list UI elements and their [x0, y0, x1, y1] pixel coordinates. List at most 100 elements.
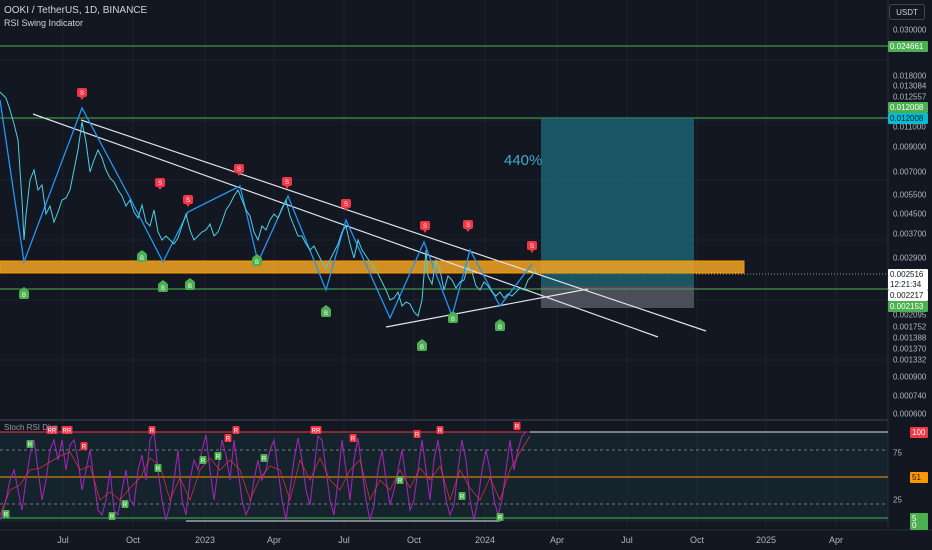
sell-marker [463, 220, 473, 229]
stoch-tag-0: 0 [910, 521, 928, 530]
rsi-divergence-marker [80, 442, 88, 450]
stoch-rsi-title[interactable]: Stoch RSI Divs [4, 423, 58, 432]
rsi-divergence-letter: R [498, 516, 503, 522]
stop-loss-box [541, 286, 694, 308]
stoch-tag-100: 100 [910, 427, 928, 438]
rsi-divergence-marker [413, 430, 421, 438]
price-tag-entry: 0.002217 [888, 290, 928, 301]
y-axis-label: 75 [893, 448, 902, 458]
sell-marker-tip [80, 97, 84, 100]
sell-marker-letter: S [186, 198, 190, 204]
stoch-tag-5: 5 [910, 513, 928, 524]
rsi-divergence-marker [232, 426, 240, 434]
buy-marker-letter: B [451, 317, 455, 323]
sell-marker-tip [186, 204, 190, 207]
x-axis-label: Oct [125, 535, 141, 545]
x-axis-label: Apr [828, 535, 844, 545]
grid [0, 0, 888, 530]
sell-marker [527, 241, 537, 250]
buy-marker-letter: B [420, 345, 424, 351]
sell-marker-letter: S [237, 167, 241, 173]
trendline-support [385, 288, 589, 328]
buy-marker-tip [138, 250, 146, 253]
buy-markers [19, 250, 505, 351]
buy-marker [137, 253, 147, 262]
x-axis-label: Jul [57, 535, 69, 545]
sell-marker-letter: S [158, 181, 162, 187]
rsi-divergence-marker [121, 500, 129, 508]
rsi-divergence-letter: R [460, 495, 465, 501]
x-axis-label: Oct [406, 535, 422, 545]
stoch-k-line [0, 430, 530, 521]
buy-marker-letter: B [22, 293, 26, 299]
buy-marker [321, 308, 331, 317]
price-tag-current: 0.002516 [888, 269, 928, 280]
indicator-title[interactable]: RSI Swing Indicator [4, 18, 84, 28]
rsi-divergence-marker [61, 426, 73, 434]
rsi-divergence-letter: R [28, 443, 33, 449]
y-axis-label: 25 [893, 495, 902, 505]
currency-button[interactable]: USDT [889, 4, 925, 20]
rsi-divergence-letter: R [398, 479, 403, 485]
price-tag-high: 0.024661 [888, 41, 928, 52]
sell-marker-letter: S [80, 91, 84, 97]
buy-marker [185, 281, 195, 290]
rsi-divergence-marker [458, 492, 466, 500]
projection-percent-label: 440% [504, 152, 543, 169]
buy-marker-tip [186, 278, 194, 281]
rsi-divergence-marker [46, 426, 58, 434]
buy-marker-letter: B [161, 286, 165, 292]
profit-projection-box [541, 118, 694, 286]
sell-marker-letter: S [423, 224, 427, 230]
rsi-divergence-letter: R [415, 433, 420, 439]
buy-marker-tip [253, 254, 261, 257]
y-axis-label: 0.013084 [893, 81, 927, 91]
stoch-d-line [0, 435, 531, 516]
buy-marker-letter: B [324, 311, 328, 317]
rsi-divergence-letter: R [234, 429, 239, 435]
y-axis-label: 0.000600 [893, 409, 927, 419]
buy-marker-letter: B [498, 325, 502, 331]
x-axis-label: Jul [621, 535, 633, 545]
rsi-divergence-letter: R [156, 467, 161, 473]
rsi-divergence-marker [108, 512, 116, 520]
symbol-title[interactable]: OOKI / TetherUS, 1D, BINANCE [4, 5, 148, 16]
rsi-divergence-letter: RR [48, 429, 57, 435]
sell-marker-tip [285, 186, 289, 189]
buy-marker-tip [449, 311, 457, 314]
sell-marker-letter: S [344, 202, 348, 208]
rsi-divergence-marker [154, 464, 162, 472]
rsi-divergence-letter: RR [312, 429, 321, 435]
rsi-divergence-marker [349, 434, 357, 442]
rsi-divergence-marker [224, 434, 232, 442]
y-axis-label: 0.030000 [893, 25, 927, 35]
buy-marker-tip [496, 319, 504, 322]
rsi-divergence-marker [26, 440, 34, 448]
y-axis-label: 0.000900 [893, 372, 927, 382]
price-tag-stop: 0.002153 [888, 301, 928, 312]
rsi-divergence-marker [199, 456, 207, 464]
rsi-divergence-marker [436, 426, 444, 434]
sell-marker-tip [344, 208, 348, 211]
x-axis-label: 2023 [194, 535, 216, 545]
buy-marker-tip [322, 305, 330, 308]
y-axis-label: 0.004500 [893, 209, 927, 219]
rsi-divergence-marker [513, 422, 521, 430]
x-axis-label: Apr [266, 535, 282, 545]
buy-marker-letter: B [140, 256, 144, 262]
price-tag-target-alt: 0.012008 [888, 113, 928, 124]
sell-marker [183, 195, 193, 204]
y-axis-label: 0.001332 [893, 355, 927, 365]
buy-marker-letter: B [255, 260, 259, 266]
buy-marker-letter: B [188, 284, 192, 290]
rsi-divergence-letter: R [351, 437, 356, 443]
y-axis-label: 0.002900 [893, 253, 927, 263]
rsi-divergence-letter: R [4, 513, 9, 519]
rsi-divergence-letter: R [216, 455, 221, 461]
stoch-tag-51: 51 [910, 472, 928, 483]
y-axis-label: 0.002095 [893, 310, 927, 320]
sell-marker [341, 199, 351, 208]
rsi-divergence-letter: R [201, 459, 206, 465]
x-axis-label: Apr [549, 535, 565, 545]
